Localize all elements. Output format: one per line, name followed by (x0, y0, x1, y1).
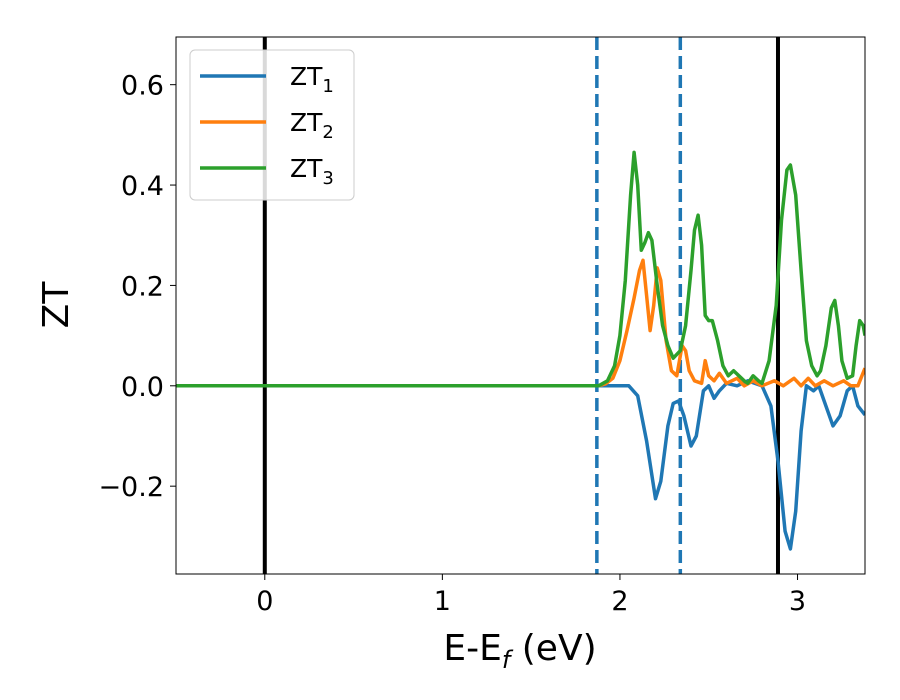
legend-label-3: ZT3 (290, 154, 334, 189)
y-tick-label-2: 0.0 (121, 372, 164, 403)
y-tick-label-4: 0.4 (121, 171, 164, 202)
x-axis: 0 1 2 3 (256, 574, 806, 617)
legend-box (189, 49, 355, 201)
plot-frame (175, 36, 866, 575)
legend-label-1: ZT1 (290, 62, 334, 97)
x-tick-label-3: 2 (611, 586, 628, 617)
series-lines (176, 150, 865, 551)
y-axis: −0.2 0.0 0.2 0.4 0.6 (98, 71, 176, 503)
x-axis-label: E-Ef (eV) (443, 628, 596, 674)
x-tick-label-2: 1 (434, 586, 451, 617)
y-axis-label: ZT (36, 281, 77, 329)
y-tick-label-5: 0.6 (121, 71, 164, 102)
series-line-1 (176, 379, 865, 551)
y-tick-label-3: 0.2 (121, 271, 164, 302)
x-axis-label-main: E-E (443, 628, 501, 669)
x-tick-label-4: 3 (789, 586, 806, 617)
y-tick-label-1: −0.2 (98, 472, 164, 503)
x-tick-label-1: 0 (256, 586, 273, 617)
legend-label-2: ZT2 (290, 108, 334, 143)
series-line-2 (176, 258, 865, 388)
legend: ZT1 ZT2 ZT3 (189, 49, 355, 201)
series-line-3 (176, 150, 865, 388)
x-axis-label-unit: (eV) (510, 628, 596, 669)
